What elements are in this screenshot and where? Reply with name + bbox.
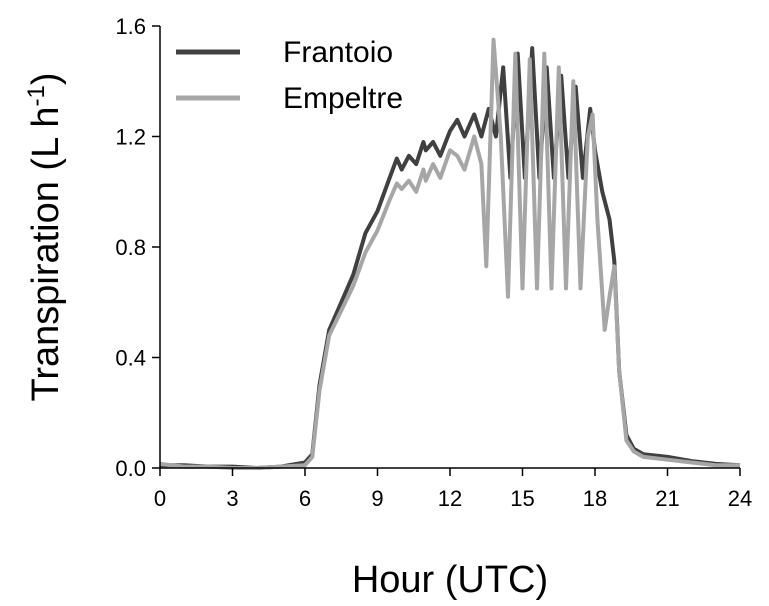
y-tick-label: 0.8 (115, 235, 146, 260)
y-tick-label: 0.4 (115, 346, 146, 371)
y-axis-title-main: Transpiration (L h (25, 107, 67, 402)
x-tick-label: 9 (371, 486, 383, 511)
x-tick-label: 15 (510, 486, 534, 511)
x-tick-label: 0 (154, 486, 166, 511)
x-axis-title: Hour (UTC) (352, 559, 548, 601)
axes (159, 26, 740, 469)
x-tick-label: 18 (583, 486, 607, 511)
legend: Frantoio Empeltre (176, 36, 403, 115)
x-tick-label: 6 (299, 486, 311, 511)
y-tick-label: 0.0 (115, 456, 146, 481)
x-tick-label: 12 (438, 486, 462, 511)
legend-label-empeltre: Empeltre (283, 82, 403, 115)
y-axis-title-close: ) (25, 73, 67, 86)
y-tick-label: 1.2 (115, 125, 146, 150)
series-lines (159, 37, 741, 470)
series-line-frantoio (160, 46, 741, 470)
x-tick-label: 3 (226, 486, 238, 511)
x-tick-label: 21 (655, 486, 679, 511)
x-tick-label: 24 (728, 486, 752, 511)
ticks: 0 3 6 9 12 15 18 21 24 0.0 0.4 0.8 1.2 1.6 (115, 14, 752, 511)
y-tick-label: 1.6 (115, 14, 146, 39)
y-axis-title: Transpiration (L h-1) (23, 73, 67, 402)
legend-label-frantoio: Frantoio (283, 36, 393, 69)
series-line-empeltre (159, 37, 740, 470)
y-axis-title-superscript: -1 (23, 85, 50, 106)
